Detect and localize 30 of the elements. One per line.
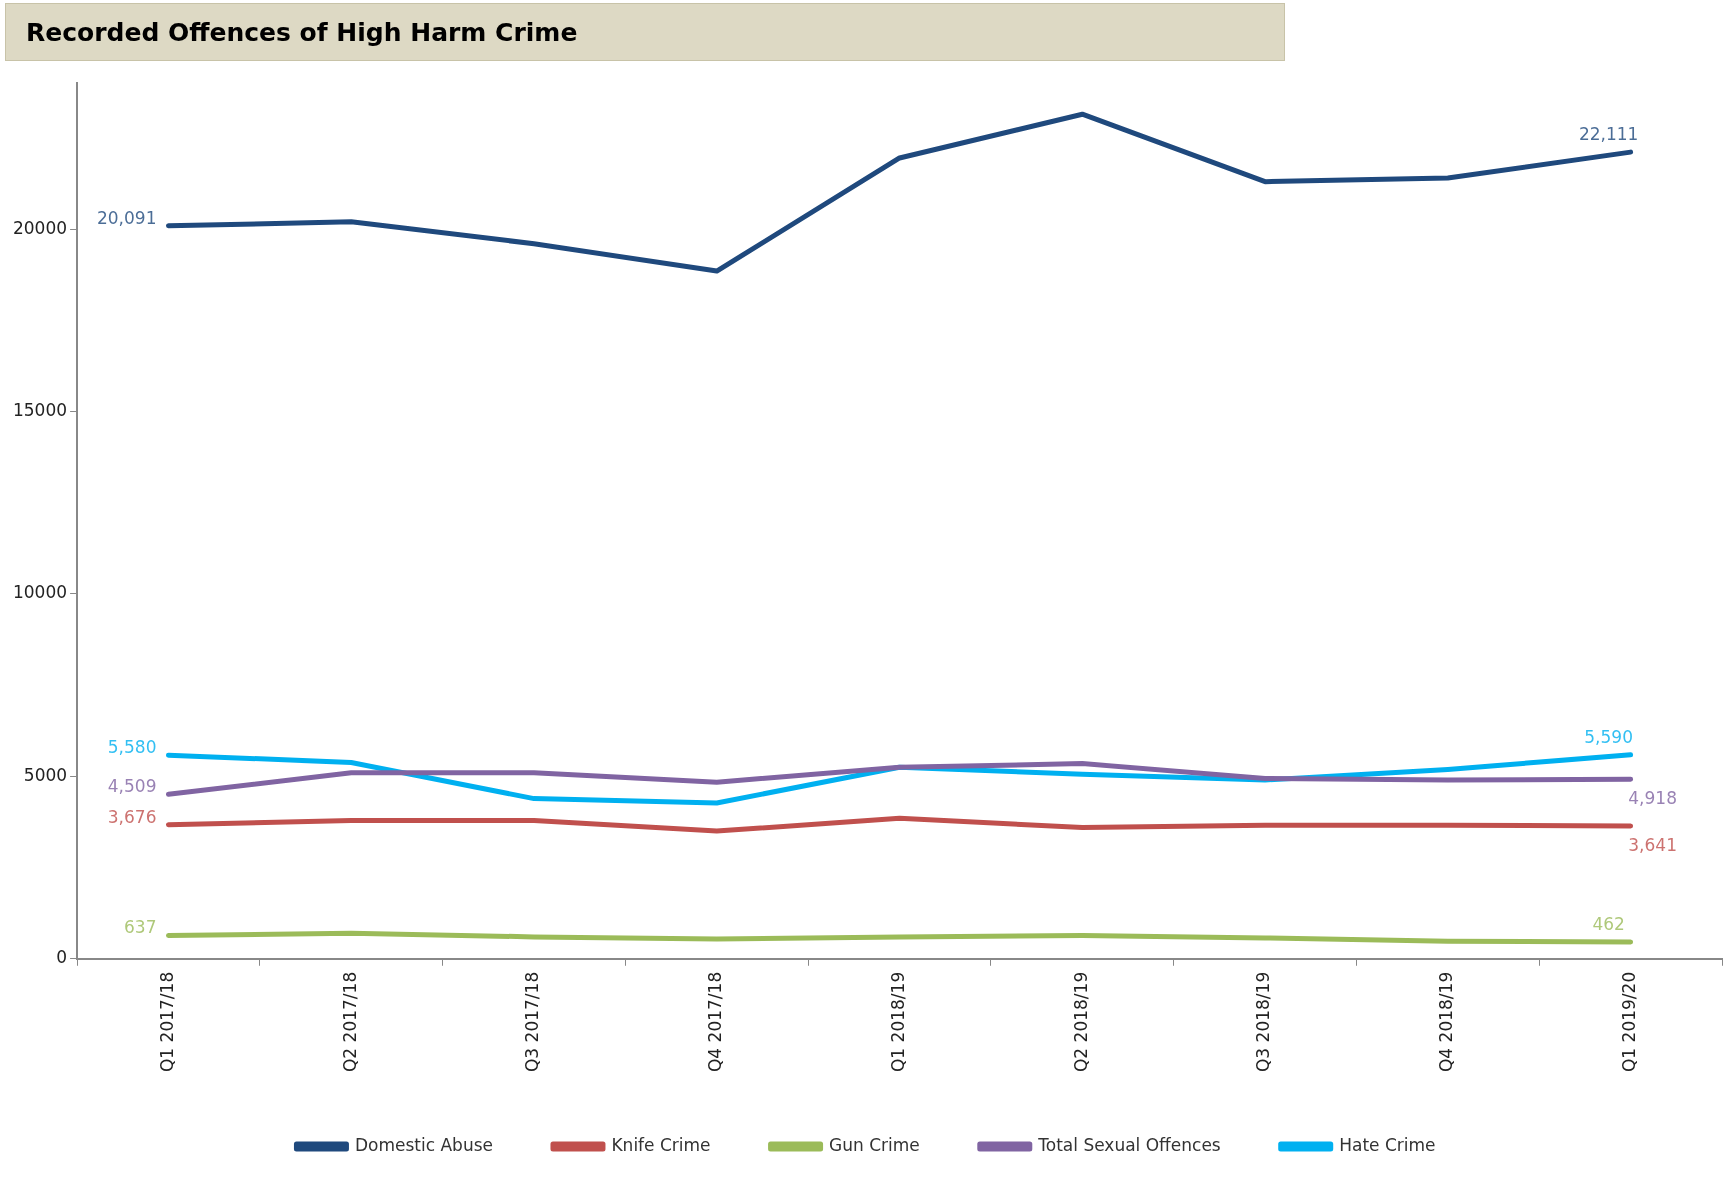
- legend-label: Hate Crime: [1339, 1134, 1436, 1155]
- data-label: 20,091: [96, 207, 157, 228]
- x-tick-label: Q2 2018/19: [1070, 971, 1091, 1073]
- x-tick-label: Q3 2018/19: [1253, 971, 1274, 1073]
- x-tick-label: Q3 2017/18: [522, 971, 543, 1073]
- chart-title: Recorded Offences of High Harm Crime: [5, 3, 1285, 61]
- x-tick-label: Q4 2017/18: [705, 971, 726, 1073]
- x-tick-label: Q1 2018/19: [887, 971, 908, 1073]
- x-tick-label: Q4 2018/19: [1436, 971, 1457, 1073]
- legend-label: Domestic Abuse: [354, 1134, 493, 1155]
- data-label: 22,111: [1578, 124, 1639, 145]
- data-label: 4,509: [107, 776, 157, 797]
- legend-label: Total Sexual Offences: [1037, 1134, 1221, 1155]
- y-tick-label: 5000: [23, 764, 68, 785]
- x-tick-label: Q1 2019/20: [1619, 971, 1640, 1073]
- y-tick-label: 20000: [12, 217, 68, 238]
- legend-label: Knife Crime: [611, 1134, 711, 1155]
- data-label: 3,641: [1628, 834, 1677, 855]
- y-tick-label: 15000: [12, 399, 68, 420]
- y-tick-label: 10000: [12, 582, 68, 603]
- data-label: 5,580: [107, 737, 157, 758]
- y-tick-label: 0: [56, 947, 68, 968]
- data-label: 4,918: [1628, 788, 1677, 809]
- x-tick-label: Q1 2017/18: [156, 971, 177, 1073]
- data-label: 3,676: [107, 806, 157, 827]
- legend-label: Gun Crime: [829, 1134, 920, 1155]
- data-label: 637: [124, 917, 157, 938]
- x-tick-label: Q2 2017/18: [339, 971, 360, 1073]
- data-label: 462: [1592, 913, 1625, 934]
- data-label: 5,590: [1584, 726, 1633, 747]
